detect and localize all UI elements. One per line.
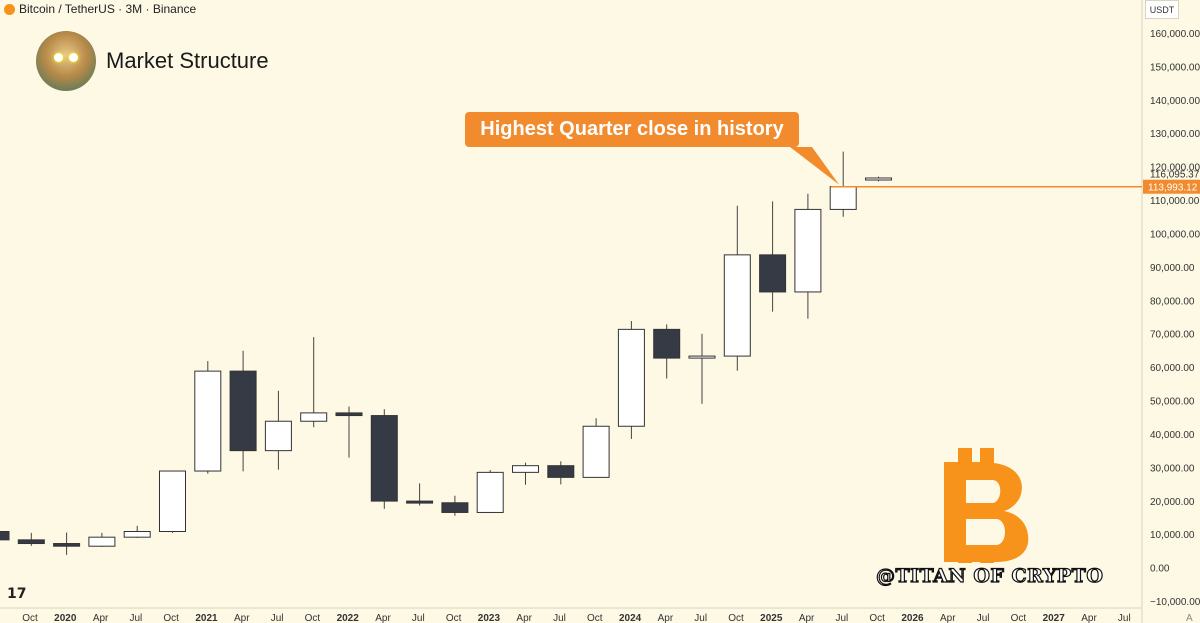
candle-body — [123, 531, 151, 538]
y-tick-label: 60,000.00 — [1150, 363, 1195, 374]
x-tick-label: Apr — [375, 613, 391, 623]
annotation-callout: Highest Quarter close in history — [465, 112, 799, 147]
bitcoin-logo-icon — [944, 448, 1029, 563]
y-tick-label: 40,000.00 — [1150, 430, 1195, 441]
x-tick-label: Jul — [977, 613, 990, 623]
y-tick-label: 130,000.00 — [1150, 129, 1200, 140]
x-tick-label: Jul — [271, 613, 284, 623]
x-tick-label: Jul — [553, 613, 566, 623]
y-tick-label: 20,000.00 — [1150, 497, 1195, 508]
x-tick-label: Apr — [516, 613, 532, 623]
x-tick-label: 2026 — [901, 613, 924, 623]
bitcoin-icon — [4, 3, 15, 15]
candle-body — [582, 425, 610, 478]
candle-body — [547, 465, 575, 478]
y-tick-label: 110,000.00 — [1150, 196, 1200, 207]
y-tick-label: 100,000.00 — [1150, 229, 1200, 240]
candle-body — [794, 208, 822, 293]
x-tick-label: Apr — [940, 613, 956, 623]
candle-body — [300, 412, 328, 422]
callout-pointer — [790, 147, 840, 185]
x-tick-label: Jul — [130, 613, 143, 623]
candle-body — [370, 415, 398, 502]
currency-selector[interactable]: USDT — [1145, 0, 1179, 19]
candle-body — [229, 370, 257, 452]
symbol-title: Bitcoin / TetherUS · 3M · Binance — [19, 2, 197, 16]
x-tick-label: Oct — [305, 613, 321, 623]
x-tick-label: Oct — [22, 613, 38, 623]
candle-body — [759, 254, 787, 293]
y-tick-label: 50,000.00 — [1150, 397, 1195, 408]
price-label-close: 113,993.12 — [1148, 183, 1198, 194]
x-tick-label: Apr — [234, 613, 250, 623]
y-tick-label: 160,000.00 — [1150, 29, 1200, 40]
price-label-current: 116,095.37 — [1150, 170, 1200, 181]
x-tick-label: Apr — [658, 613, 674, 623]
y-tick-label: 30,000.00 — [1150, 463, 1195, 474]
tradingview-logo: 17 — [7, 586, 27, 602]
x-tick-label: Oct — [728, 613, 744, 623]
candle-body — [406, 500, 434, 504]
candle-body — [88, 536, 116, 547]
y-tick-label: 150,000.00 — [1150, 62, 1200, 73]
x-tick-label: Oct — [869, 613, 885, 623]
annotation-text: Highest Quarter close in history — [480, 118, 784, 140]
y-tick-label: 120,000.00 — [1150, 163, 1200, 174]
y-tick-label: 0.00 — [1150, 564, 1170, 575]
y-tick-label: 70,000.00 — [1150, 330, 1195, 341]
x-tick-label: Jul — [694, 613, 707, 623]
x-tick-label: Apr — [1081, 613, 1097, 623]
candle-body — [723, 254, 751, 357]
x-tick-label: 2022 — [337, 613, 360, 623]
x-tick-label: 2023 — [478, 613, 501, 623]
candle-body — [617, 328, 645, 427]
x-tick-label: Jul — [1118, 613, 1131, 623]
y-tick-label: −10,000.00 — [1150, 597, 1200, 608]
x-tick-label: Jul — [412, 613, 425, 623]
x-tick-label: Oct — [446, 613, 462, 623]
price-label-bg — [1143, 179, 1200, 194]
avatar — [36, 31, 96, 91]
candle-body — [653, 328, 681, 359]
x-tick-label: 2027 — [1043, 613, 1066, 623]
x-tick-label: 2021 — [195, 613, 218, 623]
x-tick-label: Oct — [587, 613, 603, 623]
candle-body — [829, 186, 857, 210]
brand-title: Market Structure — [106, 48, 269, 73]
x-tick-label: Oct — [163, 613, 179, 623]
candle-body — [159, 470, 186, 533]
auto-scale-button[interactable]: A — [1186, 613, 1193, 623]
candle-body — [441, 502, 469, 513]
x-tick-label: Apr — [93, 613, 109, 623]
brand: Market Structure — [36, 31, 269, 91]
x-tick-label: 2024 — [619, 613, 642, 623]
bitcoin-logo — [944, 448, 1029, 563]
y-tick-label: 90,000.00 — [1150, 263, 1195, 274]
symbol-header: Bitcoin / TetherUS · 3M · Binance — [4, 2, 196, 16]
candle-body — [194, 370, 222, 472]
x-tick-label: Jul — [836, 613, 849, 623]
x-tick-label: 2020 — [54, 613, 77, 623]
x-tick-label: Apr — [799, 613, 815, 623]
candle-body — [865, 177, 892, 181]
x-tick-label: 2025 — [760, 613, 783, 623]
candle-body — [17, 539, 45, 545]
watermark: @TITAN OF CRYPTO — [875, 564, 1104, 587]
y-tick-label: 140,000.00 — [1150, 96, 1200, 107]
candle-body — [53, 543, 81, 547]
candle-body — [512, 465, 539, 473]
y-tick-label: 80,000.00 — [1150, 296, 1195, 307]
x-tick-label: Oct — [1011, 613, 1027, 623]
candle-body — [264, 420, 292, 452]
y-tick-label: 10,000.00 — [1150, 530, 1195, 541]
candle-body — [688, 355, 716, 359]
candle-body — [335, 412, 363, 417]
candle-body — [476, 471, 504, 513]
candle-body — [0, 531, 10, 541]
